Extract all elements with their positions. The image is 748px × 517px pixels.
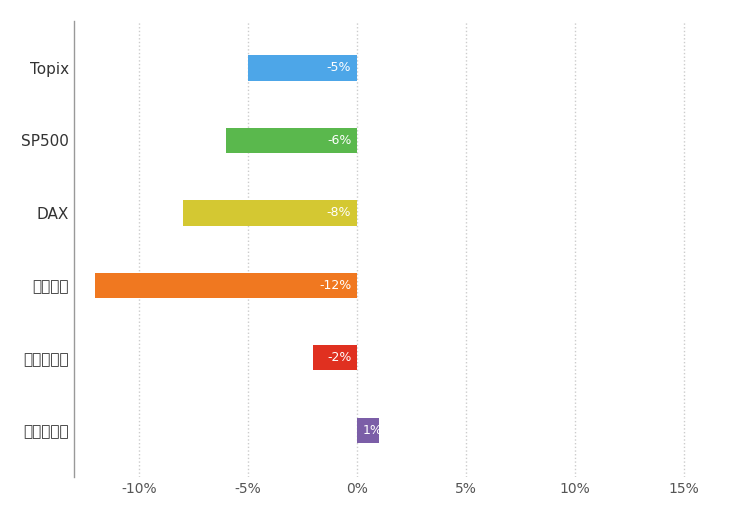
Text: -5%: -5% [327, 62, 352, 74]
Bar [248, 55, 357, 81]
Bar [313, 345, 357, 371]
Text: -2%: -2% [327, 351, 352, 364]
Bar [95, 272, 357, 298]
Text: 1%: 1% [362, 424, 382, 437]
Bar [226, 128, 357, 153]
Text: -6%: -6% [327, 134, 352, 147]
Bar [183, 200, 357, 225]
Text: -8%: -8% [327, 206, 352, 219]
Text: -12%: -12% [319, 279, 352, 292]
Bar [357, 418, 378, 443]
